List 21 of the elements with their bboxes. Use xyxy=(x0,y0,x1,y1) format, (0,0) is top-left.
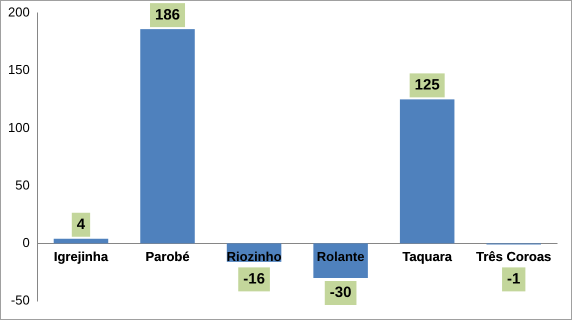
data-label: -1 xyxy=(507,270,520,288)
y-tick-label: 50 xyxy=(15,177,30,192)
y-tick-label: -50 xyxy=(10,292,30,308)
x-tick-label: Parobé xyxy=(145,248,190,264)
y-tick-label: 0 xyxy=(22,234,30,250)
bar xyxy=(140,29,195,244)
y-tick-label: 100 xyxy=(8,120,30,135)
x-tick-label: Igrejinha xyxy=(54,248,109,264)
x-tick-label: Taquara xyxy=(402,248,453,264)
y-tick-label: 200 xyxy=(8,4,30,20)
data-label: 125 xyxy=(414,76,440,94)
x-tick-label: Três Coroas xyxy=(476,248,552,264)
y-tick-label: 150 xyxy=(8,62,30,78)
bar xyxy=(54,238,108,244)
data-label: 186 xyxy=(155,6,180,24)
x-tick-label: Rolante xyxy=(316,248,364,264)
data-label: 4 xyxy=(76,216,86,233)
data-label: -30 xyxy=(330,284,352,302)
data-label: -16 xyxy=(243,270,265,288)
x-tick-label: Riozinho xyxy=(226,248,282,264)
bar xyxy=(400,99,454,244)
